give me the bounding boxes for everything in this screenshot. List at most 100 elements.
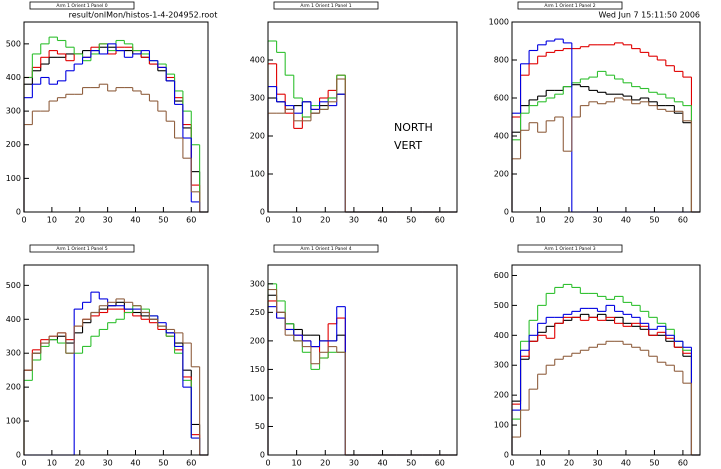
x-tick-label: 40	[377, 216, 387, 225]
x-tick-label: 60	[435, 216, 445, 225]
y-tick-label: 400	[494, 132, 509, 141]
x-tick-label: 60	[435, 459, 445, 468]
x-tick-label: 60	[186, 216, 196, 225]
panel-title: Arm 1 Orient 1 Panel 5	[56, 246, 107, 252]
y-tick-label: 300	[494, 361, 509, 370]
panel-title: Arm 1 Orient 1 Panel 4	[300, 246, 351, 252]
y-tick-label: 500	[6, 39, 21, 48]
plot-frame	[23, 21, 209, 213]
x-tick-label: 10	[292, 216, 302, 225]
x-tick-label: 0	[265, 216, 270, 225]
panel: Arm 1 Orient 1 Panel 4050100150200250300…	[250, 244, 458, 468]
panel-title-box	[517, 244, 623, 253]
x-tick-label: 10	[292, 459, 302, 468]
y-tick-label: 600	[494, 271, 509, 280]
x-tick-label: 60	[678, 459, 688, 468]
y-tick-label: 100	[6, 417, 21, 426]
panel-title-box	[273, 244, 379, 253]
x-tick-label: 0	[509, 216, 514, 225]
panel-title: Arm 1 Orient 1 Panel 3	[544, 246, 595, 252]
x-tick-label: 30	[592, 459, 602, 468]
x-tick-label: 30	[349, 216, 359, 225]
x-tick-label: 20	[75, 459, 85, 468]
y-tick-label: 400	[494, 331, 509, 340]
x-tick-label: 10	[47, 216, 57, 225]
x-tick-label: 50	[649, 459, 659, 468]
x-tick-label: 50	[158, 216, 168, 225]
y-tick-label: 0	[260, 451, 265, 460]
annotation: NORTH	[394, 121, 433, 134]
panel-title: Arm 1 Orient 1 Panel 1	[300, 3, 351, 9]
x-tick-label: 20	[564, 216, 574, 225]
y-tick-label: 100	[494, 421, 509, 430]
x-tick-label: 20	[320, 459, 330, 468]
y-tick-label: 100	[6, 174, 21, 183]
x-tick-label: 50	[158, 459, 168, 468]
x-tick-label: 10	[47, 459, 57, 468]
x-tick-label: 50	[406, 216, 416, 225]
y-tick-label: 200	[6, 140, 21, 149]
x-tick-label: 40	[621, 216, 631, 225]
x-tick-label: 30	[592, 216, 602, 225]
plot-frame	[267, 264, 458, 456]
panel-title-box	[29, 1, 135, 10]
y-tick-label: 200	[6, 383, 21, 392]
y-tick-label: 800	[494, 56, 509, 65]
x-tick-label: 30	[103, 216, 113, 225]
x-tick-label: 40	[130, 459, 140, 468]
x-tick-label: 0	[509, 459, 514, 468]
plot-frame	[23, 264, 209, 456]
panel: Arm 1 Orient 1 Panel 0 0 100 200 300 400 500 0 1…	[6, 1, 209, 225]
x-tick-label: 30	[349, 459, 359, 468]
file-name: result/onlMon/histos-1-4-204952.root	[69, 11, 218, 20]
x-tick-label: 20	[564, 459, 574, 468]
x-tick-label: 50	[406, 459, 416, 468]
panel: Arm 1 Orient 1 Panel 5 0 100 200 300 400 500 0 1…	[6, 244, 209, 468]
panel: Arm 1 Orient 1 Panel 2 0 200 400 600 800 1000 0…	[489, 1, 701, 225]
x-tick-label: 0	[21, 216, 26, 225]
panel-title-box	[273, 1, 379, 10]
plot-frame	[511, 21, 701, 213]
panel-title: Arm 1 Orient 1 Panel 0	[56, 3, 107, 9]
annotation: VERT	[394, 139, 422, 152]
y-tick-label: 400	[6, 73, 21, 82]
y-tick-label: 150	[250, 365, 265, 374]
y-tick-label: 250	[250, 308, 265, 317]
x-tick-label: 40	[130, 216, 140, 225]
y-tick-label: 400	[6, 315, 21, 324]
x-tick-label: 10	[535, 216, 545, 225]
y-tick-label: 200	[494, 170, 509, 179]
y-tick-label: 1000	[489, 18, 509, 27]
y-tick-label: 0	[16, 208, 21, 217]
x-tick-label: 50	[649, 216, 659, 225]
y-tick-label: 500	[494, 301, 509, 310]
y-tick-label: 200	[494, 391, 509, 400]
y-tick-label: 300	[250, 94, 265, 103]
x-tick-label: 40	[377, 459, 387, 468]
panel: Arm 1 Orient 1 Panel 1 0 100 200 300 400 0 10 20…	[250, 1, 458, 225]
x-tick-label: 30	[103, 459, 113, 468]
y-tick-label: 300	[6, 107, 21, 116]
panel-title: Arm 1 Orient 1 Panel 2	[544, 3, 595, 9]
y-tick-label: 0	[504, 208, 509, 217]
x-tick-label: 40	[621, 459, 631, 468]
x-tick-label: 10	[535, 459, 545, 468]
y-tick-label: 50	[255, 422, 265, 431]
y-tick-label: 300	[6, 349, 21, 358]
x-tick-label: 20	[75, 216, 85, 225]
panel-title-box	[517, 1, 623, 10]
y-tick-label: 300	[250, 279, 265, 288]
y-tick-label: 500	[6, 281, 21, 290]
panel: Arm 1 Orient 1 Panel 3010020030040050060…	[494, 244, 701, 468]
plot-frame	[511, 264, 701, 456]
x-tick-label: 60	[186, 459, 196, 468]
y-tick-label: 200	[250, 336, 265, 345]
y-tick-label: 200	[250, 132, 265, 141]
y-tick-label: 0	[504, 451, 509, 460]
y-tick-label: 0	[260, 208, 265, 217]
panel-title-box	[29, 244, 135, 253]
y-tick-label: 100	[250, 170, 265, 179]
